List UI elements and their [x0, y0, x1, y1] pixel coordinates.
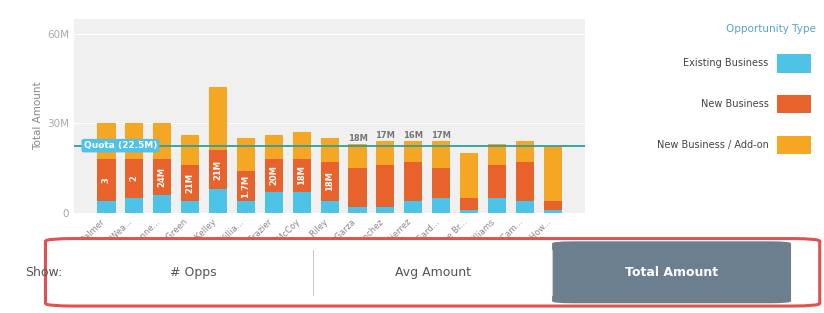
Text: Show:: Show: — [25, 266, 62, 279]
Bar — [432, 141, 450, 168]
Bar — [544, 210, 562, 213]
Bar — [460, 198, 478, 210]
Bar — [544, 147, 562, 201]
Bar — [516, 141, 534, 162]
Bar — [432, 198, 450, 213]
Bar — [209, 150, 227, 189]
Bar — [405, 201, 423, 213]
Bar — [405, 141, 423, 162]
Bar — [265, 159, 283, 192]
Bar — [236, 138, 255, 171]
Text: 20М: 20М — [269, 166, 279, 186]
Text: 24М: 24М — [157, 167, 166, 187]
Text: Opportunity Type: Opportunity Type — [726, 24, 816, 34]
Bar — [236, 201, 255, 213]
Text: New Business: New Business — [700, 99, 769, 109]
Bar — [349, 207, 367, 213]
Bar — [488, 144, 506, 165]
Bar — [265, 135, 283, 159]
Bar — [516, 201, 534, 213]
FancyBboxPatch shape — [777, 95, 812, 113]
Bar — [153, 195, 171, 213]
Bar — [349, 144, 367, 168]
Text: 16М: 16М — [403, 131, 424, 140]
Bar — [153, 159, 171, 195]
Bar — [377, 141, 395, 165]
Bar — [97, 123, 115, 159]
Bar — [321, 162, 339, 201]
Text: New Business / Add-on: New Business / Add-on — [657, 140, 769, 150]
Bar — [125, 198, 143, 213]
Bar — [125, 123, 143, 159]
Text: Quota (22.5M): Quota (22.5M) — [84, 141, 157, 150]
Text: 17М: 17М — [376, 131, 396, 140]
FancyBboxPatch shape — [777, 136, 812, 154]
Bar — [488, 165, 506, 198]
Text: 21М: 21М — [213, 160, 222, 180]
Bar — [293, 132, 311, 159]
Text: 21М: 21М — [185, 173, 194, 193]
X-axis label: Sales Rep: Sales Rep — [302, 270, 357, 280]
Text: 17М: 17М — [431, 131, 451, 140]
Bar — [321, 201, 339, 213]
Bar — [209, 87, 227, 150]
Text: # Opps: # Opps — [171, 266, 217, 279]
Bar — [432, 168, 450, 198]
Bar — [265, 192, 283, 213]
Text: 3: 3 — [102, 177, 111, 183]
Bar — [349, 168, 367, 207]
FancyBboxPatch shape — [45, 239, 820, 306]
Bar — [405, 162, 423, 201]
Text: 18М: 18М — [325, 172, 334, 192]
Text: 1.7М: 1.7М — [241, 174, 250, 198]
FancyBboxPatch shape — [552, 241, 791, 303]
Bar — [460, 153, 478, 198]
Text: 18М: 18М — [348, 134, 368, 143]
Bar — [460, 210, 478, 213]
Bar — [236, 171, 255, 201]
Y-axis label: Total Amount: Total Amount — [33, 81, 43, 150]
Text: 2: 2 — [130, 176, 138, 182]
Bar — [377, 207, 395, 213]
Bar — [97, 159, 115, 201]
Bar — [321, 138, 339, 162]
FancyBboxPatch shape — [777, 54, 812, 73]
Bar — [516, 162, 534, 201]
Bar — [125, 159, 143, 198]
Text: Avg Amount: Avg Amount — [395, 266, 471, 279]
Bar — [153, 123, 171, 159]
Bar — [209, 189, 227, 213]
Bar — [181, 135, 199, 165]
Bar — [488, 198, 506, 213]
Bar — [377, 165, 395, 207]
Text: 18М: 18М — [297, 166, 307, 186]
Bar — [97, 201, 115, 213]
Bar — [544, 201, 562, 210]
Text: Existing Business: Existing Business — [683, 59, 769, 69]
Bar — [293, 159, 311, 192]
Bar — [293, 192, 311, 213]
Bar — [181, 201, 199, 213]
Bar — [181, 165, 199, 201]
Text: Total Amount: Total Amount — [625, 266, 719, 279]
